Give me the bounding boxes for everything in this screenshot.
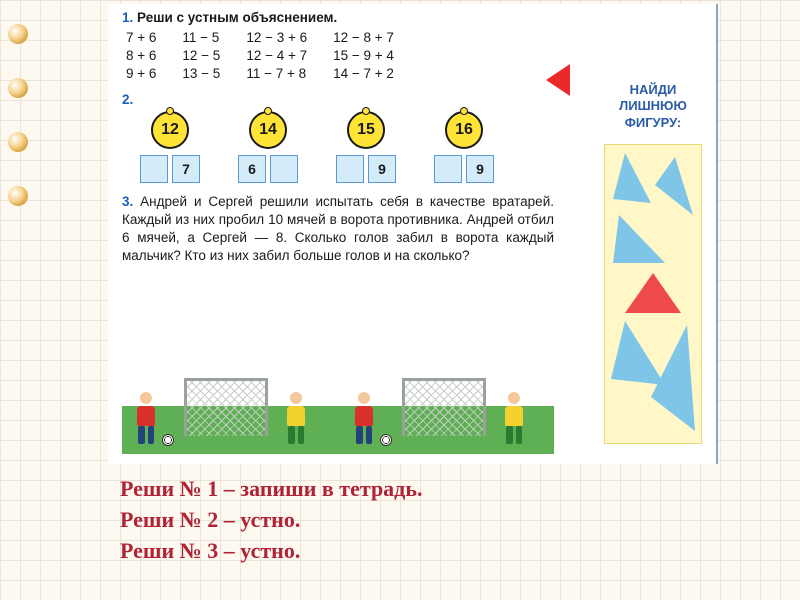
textbook-page: 1. Реши с устным объяснением. 7 + 6 8 + … <box>108 4 718 464</box>
shapes-svg <box>605 145 703 445</box>
number-circle: 12 <box>151 111 189 149</box>
sidebar-heading-l3: ФИГУРУ: <box>625 115 682 130</box>
task1-col3: 12 − 3 + 6 12 − 4 + 7 11 − 7 + 8 <box>246 29 307 84</box>
expr: 9 + 6 <box>126 65 156 83</box>
task1-col1: 7 + 6 8 + 6 9 + 6 <box>126 29 156 84</box>
task1-col4: 12 − 8 + 7 15 − 9 + 4 14 − 7 + 2 <box>333 29 394 84</box>
left-ornament <box>8 0 32 240</box>
sidebar-heading-l2: ЛИШНЮЮ <box>619 98 687 113</box>
answer-box[interactable]: 7 <box>172 155 200 183</box>
task2-item: 14 6 <box>238 111 298 183</box>
expr: 12 − 5 <box>182 47 220 65</box>
task1-heading: 1. Реши с устным объяснением. <box>122 10 554 25</box>
task2-number: 2. <box>122 92 133 107</box>
task2-item: 16 9 <box>434 111 494 183</box>
expr: 13 − 5 <box>182 65 220 83</box>
answer-box[interactable]: 9 <box>368 155 396 183</box>
expr: 12 − 8 + 7 <box>333 29 394 47</box>
shapes-strip <box>604 144 702 444</box>
triangle-icon <box>613 153 651 203</box>
expr: 11 − 7 + 8 <box>246 65 307 83</box>
expr: 11 − 5 <box>182 29 220 47</box>
task2-heading: 2. <box>122 92 554 107</box>
answer-box[interactable]: 9 <box>466 155 494 183</box>
instruction-line: Реши № 1 – запиши в тетрадь. <box>120 474 422 505</box>
expr: 12 − 3 + 6 <box>246 29 307 47</box>
task3-text: Андрей и Сергей решили испытать себя в к… <box>122 194 554 264</box>
answer-box[interactable] <box>270 155 298 183</box>
task2-row: 12 7 14 6 15 9 16 <box>140 111 554 183</box>
expr: 15 − 9 + 4 <box>333 47 394 65</box>
page-content: 1. Реши с устным объяснением. 7 + 6 8 + … <box>122 10 554 266</box>
answer-box[interactable]: 6 <box>238 155 266 183</box>
expr: 8 + 6 <box>126 47 156 65</box>
football-illustration <box>122 374 554 454</box>
number-circle: 16 <box>445 111 483 149</box>
task3-number: 3. <box>122 194 133 209</box>
task2-item: 15 9 <box>336 111 396 183</box>
number-circle: 15 <box>347 111 385 149</box>
task1-col2: 11 − 5 12 − 5 13 − 5 <box>182 29 220 84</box>
player-yellow <box>282 392 310 446</box>
instruction-line: Реши № 3 – устно. <box>120 536 422 567</box>
sidebar-heading-l1: НАЙДИ <box>630 82 677 97</box>
red-arrow-icon <box>546 64 570 96</box>
expr: 12 − 4 + 7 <box>246 47 307 65</box>
task3: 3. Андрей и Сергей решили испытать себя … <box>122 193 554 266</box>
sidebar: НАЙДИ ЛИШНЮЮ ФИГУРУ: <box>568 4 718 464</box>
goal-icon <box>184 378 268 436</box>
expr: 14 − 7 + 2 <box>333 65 394 83</box>
ball-icon <box>380 434 392 446</box>
shirt <box>137 406 155 426</box>
instruction-line: Реши № 2 – устно. <box>120 505 422 536</box>
player-red <box>350 392 378 446</box>
triangle-red-icon <box>625 273 681 313</box>
ball-icon <box>162 434 174 446</box>
sidebar-heading: НАЙДИ ЛИШНЮЮ ФИГУРУ: <box>594 82 712 131</box>
answer-box[interactable] <box>140 155 168 183</box>
triangle-icon <box>613 215 665 263</box>
instructions: Реши № 1 – запиши в тетрадь. Реши № 2 – … <box>120 474 422 566</box>
task1-columns: 7 + 6 8 + 6 9 + 6 11 − 5 12 − 5 13 − 5 1… <box>126 29 554 84</box>
answer-box[interactable] <box>336 155 364 183</box>
task2-item: 12 7 <box>140 111 200 183</box>
player-yellow <box>500 392 528 446</box>
expr: 7 + 6 <box>126 29 156 47</box>
triangle-icon <box>611 321 665 385</box>
task1-title: Реши с устным объяснением. <box>137 10 337 25</box>
answer-box[interactable] <box>434 155 462 183</box>
task1-number: 1. <box>122 10 133 25</box>
goal-icon <box>402 378 486 436</box>
triangle-icon <box>655 157 693 215</box>
number-circle: 14 <box>249 111 287 149</box>
player-red <box>132 392 160 446</box>
